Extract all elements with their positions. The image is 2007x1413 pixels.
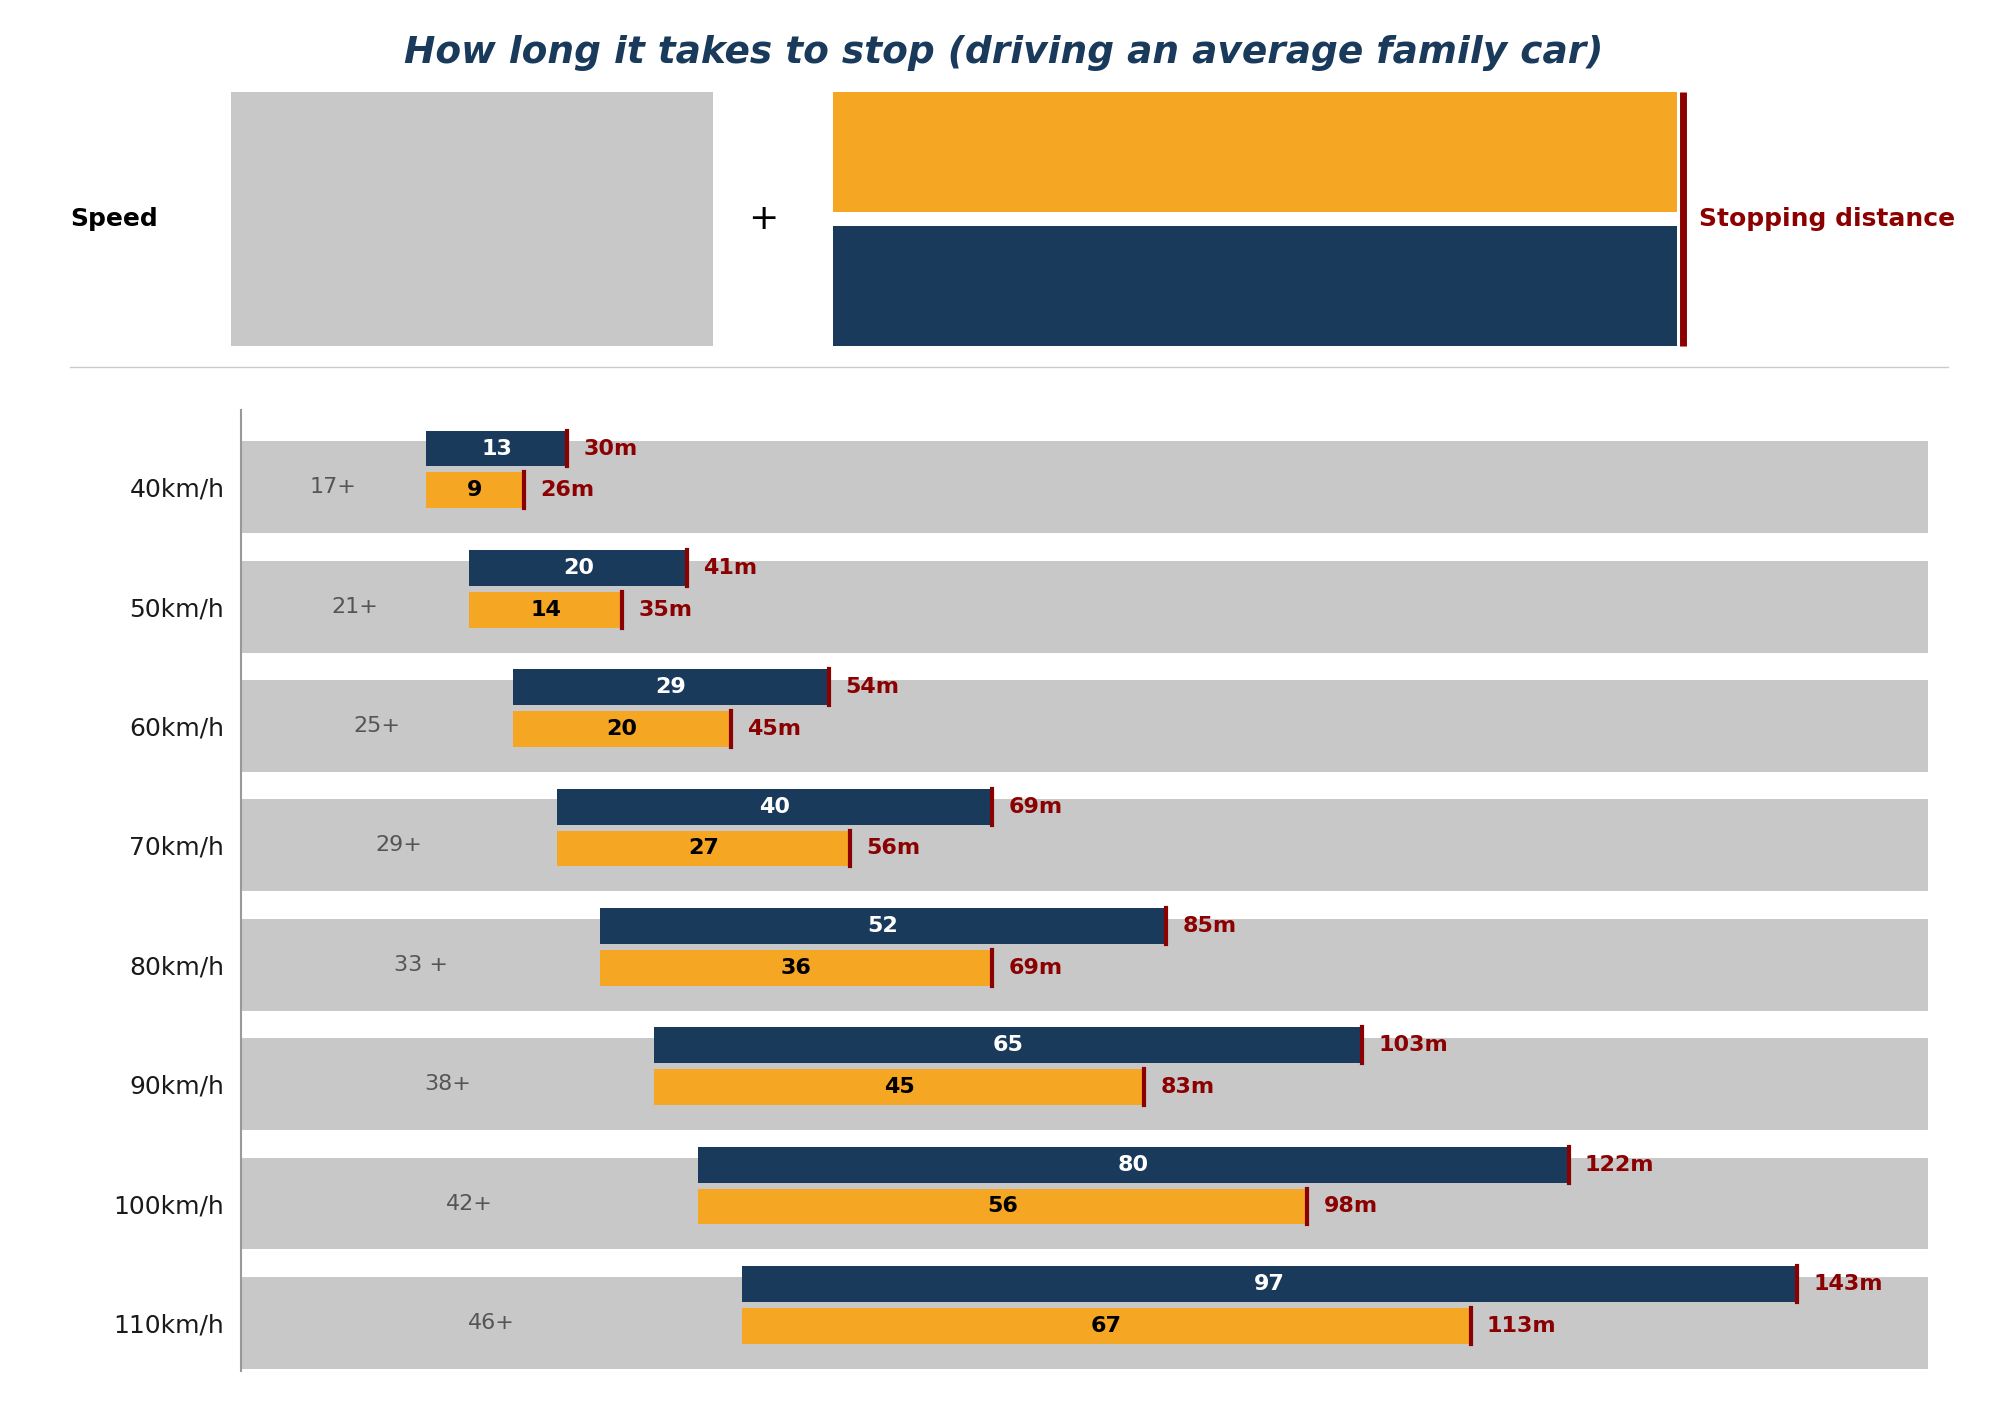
Text: 29: 29 <box>654 677 686 697</box>
Bar <box>654 1027 1361 1063</box>
Text: Braking distance dry road (Metres): Braking distance dry road (Metres) <box>853 141 1266 162</box>
Text: 14: 14 <box>530 599 560 620</box>
Text: 65: 65 <box>991 1036 1024 1056</box>
Text: 56m: 56m <box>867 838 921 859</box>
Text: Reaction distance (Metres): Reaction distance (Metres) <box>313 209 630 229</box>
Bar <box>512 711 731 747</box>
Text: 42+: 42+ <box>446 1194 492 1214</box>
Bar <box>425 431 568 466</box>
Bar <box>241 918 1927 1010</box>
Bar <box>741 1308 1469 1344</box>
Text: 33 +: 33 + <box>393 955 448 975</box>
Text: 21+: 21+ <box>331 596 379 616</box>
Text: 85m: 85m <box>1182 916 1236 935</box>
Bar <box>741 1266 1796 1301</box>
Bar <box>512 670 829 705</box>
Bar <box>654 1070 1144 1105</box>
Bar <box>600 950 991 986</box>
Text: 25+: 25+ <box>353 716 399 736</box>
Text: 103m: 103m <box>1377 1036 1447 1056</box>
Text: 97: 97 <box>1252 1275 1284 1294</box>
Text: 20: 20 <box>562 558 594 578</box>
Text: Stopping distance: Stopping distance <box>1698 208 1955 230</box>
Text: 56: 56 <box>987 1197 1018 1217</box>
Text: 17+: 17+ <box>309 478 357 497</box>
Text: 27: 27 <box>688 838 719 859</box>
Text: 40: 40 <box>759 797 789 817</box>
Bar <box>241 1157 1927 1249</box>
Text: 45m: 45m <box>747 719 801 739</box>
Bar <box>600 909 1166 944</box>
Bar <box>241 800 1927 892</box>
Bar <box>241 561 1927 653</box>
Bar <box>470 592 622 627</box>
Text: 143m: 143m <box>1812 1275 1883 1294</box>
Bar <box>556 831 849 866</box>
Text: 26m: 26m <box>540 480 594 500</box>
Text: 45: 45 <box>883 1077 915 1096</box>
Text: 30m: 30m <box>584 438 638 459</box>
Bar <box>556 788 991 825</box>
Bar <box>470 550 686 586</box>
Text: 80: 80 <box>1118 1154 1148 1174</box>
Text: 52: 52 <box>867 916 897 935</box>
Text: How long it takes to stop (driving an average family car): How long it takes to stop (driving an av… <box>403 35 1604 71</box>
Bar <box>698 1147 1567 1183</box>
Text: 67: 67 <box>1090 1316 1122 1335</box>
Text: Braking distance wet road (Metres): Braking distance wet road (Metres) <box>853 276 1270 297</box>
Text: 69m: 69m <box>1008 958 1062 978</box>
Bar <box>241 441 1927 533</box>
Text: 38+: 38+ <box>423 1074 472 1094</box>
Text: 35m: 35m <box>638 599 692 620</box>
Text: Speed: Speed <box>70 208 159 230</box>
Bar <box>425 472 524 509</box>
Bar <box>241 680 1927 771</box>
Text: 20: 20 <box>606 719 636 739</box>
Text: 54m: 54m <box>845 677 899 697</box>
Text: 83m: 83m <box>1160 1077 1214 1096</box>
Bar <box>698 1188 1307 1225</box>
Text: +: + <box>747 202 779 236</box>
Text: 41m: 41m <box>702 558 757 578</box>
Text: 29+: 29+ <box>375 835 421 855</box>
Text: 69m: 69m <box>1008 797 1062 817</box>
Text: 46+: 46+ <box>468 1313 514 1332</box>
Bar <box>241 1277 1927 1369</box>
Text: 98m: 98m <box>1323 1197 1377 1217</box>
Bar <box>241 1039 1927 1130</box>
Text: 36: 36 <box>781 958 811 978</box>
Text: 122m: 122m <box>1584 1154 1654 1174</box>
Text: 9: 9 <box>468 480 482 500</box>
Text: 13: 13 <box>482 438 512 459</box>
Text: 113m: 113m <box>1487 1316 1555 1335</box>
